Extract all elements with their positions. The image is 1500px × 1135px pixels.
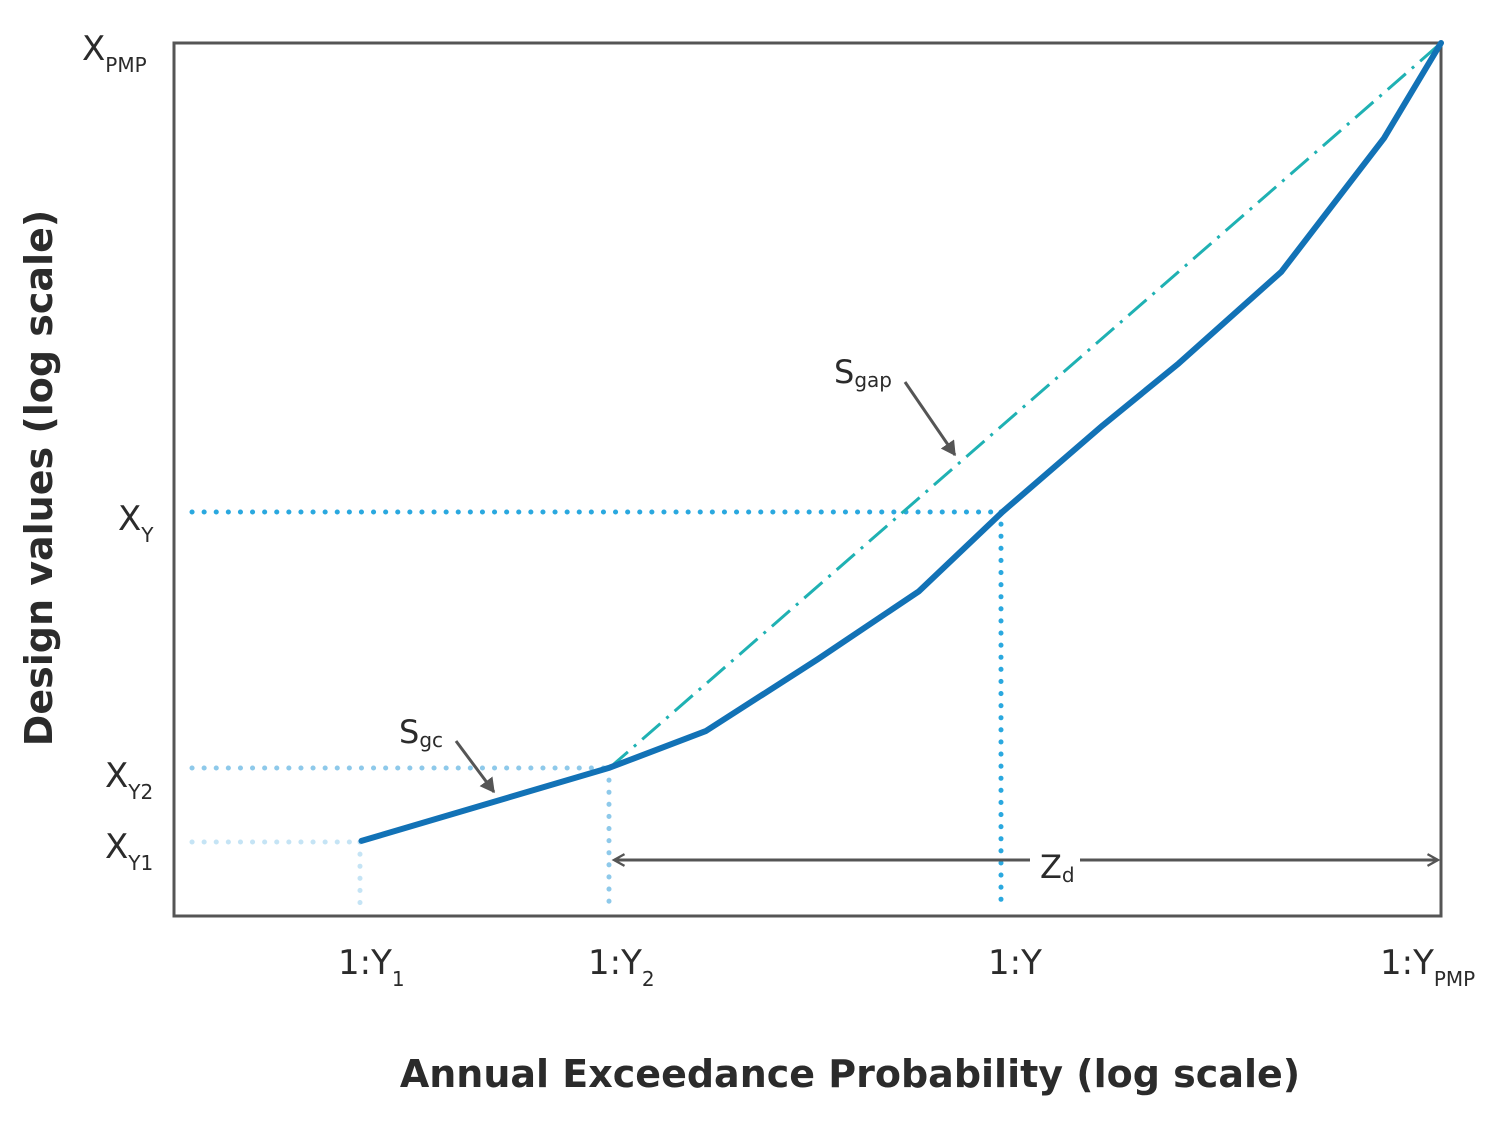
y-tick-xy2: XY2: [105, 756, 153, 804]
zd-label: Zd: [1040, 848, 1075, 887]
x-tick-ypmp: 1:YPMP: [1380, 943, 1475, 991]
y-tick-xpmp: XPMP: [82, 29, 147, 77]
plot-frame: [172, 41, 1443, 918]
gap-line-series: [608, 41, 1442, 769]
x-tick-y1: 1:Y1: [338, 943, 405, 991]
sgc-label: Sgc: [399, 713, 443, 752]
x-tick-y2: 1:Y2: [588, 943, 655, 991]
y-tick-xy1: XY1: [105, 827, 153, 875]
y-axis-title: Design values (log scale): [17, 210, 61, 746]
sgap-arrow: [903, 381, 957, 457]
x-tick-y: 1:Y: [988, 943, 1042, 983]
y-tick-xy: XY: [118, 499, 154, 547]
sgc-arrow: [454, 740, 496, 794]
design-curve-series: [358, 40, 1444, 844]
sgap-label: Sgap: [834, 353, 892, 392]
x-axis-title: Annual Exceedance Probability (log scale…: [400, 1052, 1300, 1096]
